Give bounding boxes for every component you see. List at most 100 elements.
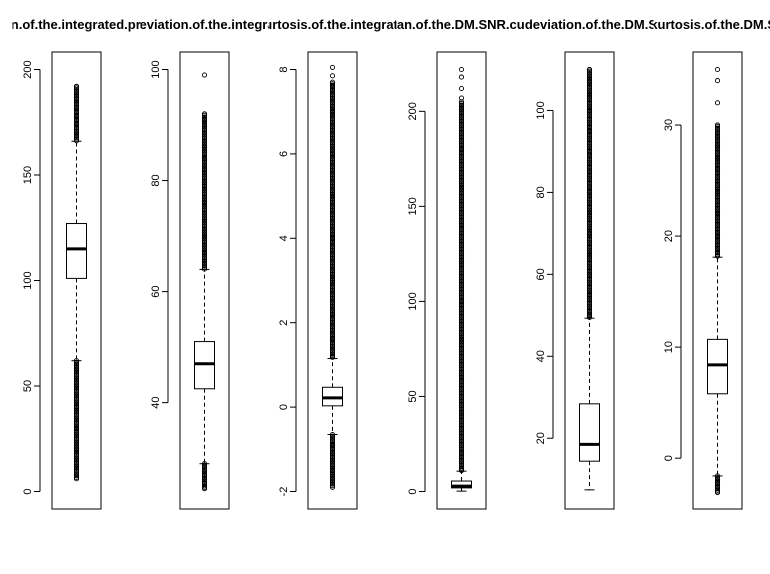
outlier-point — [329, 151, 336, 157]
outlier-point — [586, 310, 593, 316]
outlier-point — [73, 125, 80, 131]
outlier-point — [714, 487, 721, 493]
outlier-point — [458, 454, 465, 460]
outlier-point — [586, 230, 593, 236]
outlier-point — [201, 486, 208, 492]
outlier-point — [458, 200, 465, 206]
outlier-point — [201, 218, 208, 224]
outlier-point — [201, 130, 208, 136]
outlier-point — [201, 173, 208, 179]
outlier-point — [714, 244, 721, 250]
outlier-point — [714, 228, 721, 234]
outlier-point — [329, 321, 336, 327]
outlier-point — [458, 179, 465, 185]
outlier-point — [714, 220, 721, 226]
outlier-point — [714, 164, 721, 170]
outlier-point — [714, 197, 721, 203]
outlier-point — [458, 433, 465, 439]
outlier-point — [329, 129, 336, 135]
outlier-point — [458, 208, 465, 214]
outlier-point — [73, 393, 80, 399]
outlier-point — [458, 436, 465, 442]
outlier-point — [586, 212, 593, 218]
outlier-point — [714, 132, 721, 138]
iqr-box — [579, 403, 600, 462]
outlier-point — [458, 209, 465, 215]
outlier-point — [73, 398, 80, 404]
y-tick-label: 60 — [150, 285, 162, 297]
outlier-point — [458, 443, 465, 449]
y-tick-label: 150 — [407, 197, 419, 215]
outlier-point — [329, 199, 336, 205]
outlier-point — [586, 202, 593, 209]
outlier-point — [458, 438, 465, 444]
outlier-point — [73, 470, 80, 476]
outlier-point — [586, 84, 593, 90]
outlier-point — [458, 171, 465, 177]
outlier-point — [201, 152, 208, 159]
outlier-point — [73, 361, 80, 367]
outlier-point — [329, 164, 336, 170]
outlier-point — [458, 123, 465, 129]
boxplot-panel-6: 0 10 20 30 — [663, 51, 743, 510]
outlier-point — [73, 406, 80, 412]
outlier-point — [586, 156, 593, 162]
outlier-point — [458, 348, 465, 354]
boxplot-panel-2: 40 60 80 100 — [150, 51, 230, 510]
outlier-point — [586, 110, 593, 116]
outlier-point — [458, 228, 465, 234]
outlier-point — [329, 204, 336, 210]
outlier-point — [201, 136, 208, 143]
outlier-point — [586, 100, 593, 106]
outlier-point — [201, 168, 208, 175]
outlier-point — [458, 112, 465, 118]
outlier-point — [73, 93, 80, 99]
outlier-point — [586, 86, 593, 92]
outlier-point — [458, 240, 465, 246]
outlier-point — [714, 224, 721, 230]
outlier-point — [329, 462, 336, 468]
outlier-point — [329, 290, 336, 296]
outlier-point — [458, 360, 465, 366]
outlier-point — [329, 436, 336, 442]
outlier-point — [329, 452, 336, 458]
outlier-point — [201, 483, 208, 489]
plot-frame — [179, 51, 230, 510]
outlier-point — [586, 121, 593, 127]
outlier-point — [329, 102, 336, 108]
outlier-point — [73, 366, 80, 372]
outlier-point — [329, 473, 336, 479]
outlier-point — [458, 137, 465, 143]
outlier-point — [458, 153, 465, 159]
outlier-point — [201, 144, 208, 150]
outlier-point — [586, 281, 593, 287]
outlier-point — [329, 249, 336, 255]
outlier-point — [586, 222, 593, 228]
outlier-point — [458, 259, 465, 265]
outlier-point — [586, 199, 593, 205]
outlier-point — [458, 152, 465, 158]
outlier-point — [73, 452, 80, 458]
outlier-point — [714, 173, 721, 179]
outlier-point — [329, 90, 336, 96]
outlier-point — [73, 369, 80, 375]
outlier-point — [329, 130, 336, 136]
outlier-point — [201, 157, 208, 163]
outlier-point — [458, 120, 465, 126]
plot-frame — [51, 51, 102, 510]
outlier-point — [714, 66, 721, 73]
outlier-point — [201, 223, 208, 229]
outlier-point — [586, 138, 593, 145]
y-tick-label: 0 — [663, 455, 675, 461]
outlier-point — [201, 475, 208, 481]
outlier-point — [329, 137, 336, 143]
outlier-point — [714, 191, 721, 197]
outlier-point — [329, 467, 336, 473]
outlier-point — [329, 262, 336, 268]
outlier-point — [73, 454, 80, 460]
outlier-point — [329, 196, 336, 202]
panel-title: Standard.deviation.of.the.integrated.pro… — [72, 17, 338, 32]
outlier-point — [329, 73, 336, 79]
outlier-point — [458, 124, 465, 130]
outlier-point — [458, 249, 465, 255]
